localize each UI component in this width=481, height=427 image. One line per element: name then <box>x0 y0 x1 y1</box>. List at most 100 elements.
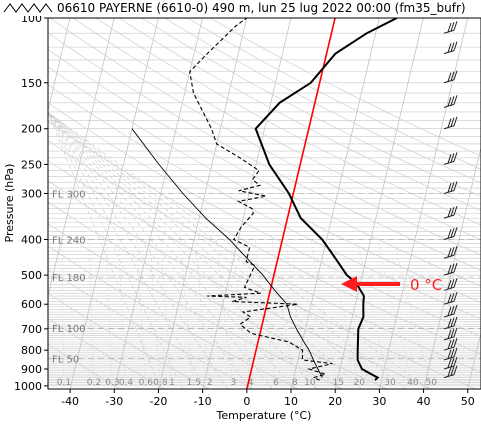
flight-level-label: FL 50 <box>52 355 79 366</box>
wind-barb-feather <box>454 263 457 272</box>
pressure-tick-label: 1000 <box>14 380 42 393</box>
mixing-ratio-label: 3 <box>231 378 237 388</box>
mixing-ratio-label: 0.3 <box>105 378 119 388</box>
wind-barb-feather <box>454 278 457 287</box>
wind-barb-shaft <box>444 161 454 164</box>
wind-barb-feather <box>451 22 454 31</box>
wind-barb-shaft <box>444 30 454 33</box>
mixing-ratio-label: 0.4 <box>119 378 134 388</box>
pressure-tick-label: 900 <box>21 363 42 376</box>
wind-barb-feather <box>451 118 454 127</box>
wind-barb <box>444 71 457 83</box>
mixing-ratio-label: 1.5 <box>187 378 201 388</box>
temperature-tick-label: -20 <box>149 395 167 408</box>
temperature-tick-label: 30 <box>372 395 386 408</box>
wind-barb-feather <box>454 152 457 161</box>
pressure-tick-label: 400 <box>21 233 42 246</box>
wind-barb <box>444 227 457 239</box>
wind-barb <box>444 328 457 340</box>
temperature-tick-label: 50 <box>461 395 475 408</box>
wind-barb-feather <box>451 339 454 348</box>
wind-barb-feather <box>454 21 457 30</box>
wind-barb <box>444 182 457 194</box>
mixing-ratio-label: 1 <box>169 378 175 388</box>
pressure-tick-label: 250 <box>21 158 42 171</box>
wind-barb <box>444 206 457 218</box>
wind-barb <box>444 263 457 275</box>
mixing-ratio-label: 30 <box>384 378 396 388</box>
chart-title: 06610 PAYERNE (6610-0) 490 m, lun 25 lug… <box>57 1 466 15</box>
wind-barb-shaft <box>444 215 454 218</box>
mixing-ratio-label: 0.6 <box>139 378 154 388</box>
wind-barb-feather <box>448 229 451 238</box>
wind-barb-shaft <box>444 337 454 340</box>
flight-level-label: FL 240 <box>52 235 86 246</box>
mixing-ratio-label: 10 <box>304 378 316 388</box>
wind-barb-feather <box>451 96 454 105</box>
wind-barb <box>444 152 457 164</box>
wind-barb-shaft <box>444 51 454 54</box>
wind-barb <box>444 21 457 33</box>
wind-barb-feather <box>454 292 457 301</box>
temperature-tick-label: -40 <box>61 395 79 408</box>
flight-level-label: FL 300 <box>52 190 86 201</box>
wind-barb <box>444 117 457 129</box>
temperature-tick-label: -10 <box>194 395 212 408</box>
temperature-tick-label: 0 <box>243 395 250 408</box>
freezing-annotation: 0 °C <box>341 276 442 294</box>
wind-barb-feather <box>454 182 457 191</box>
wind-barb-shaft <box>444 104 454 107</box>
wind-barb-feather <box>451 279 454 288</box>
pressure-tick-label: 600 <box>21 298 42 311</box>
wind-barb-feather <box>454 42 457 51</box>
temperature-tick-label: -30 <box>105 395 123 408</box>
flight-level-label: FL 180 <box>52 273 86 284</box>
wind-barb-shaft <box>444 347 454 350</box>
wind-barb-feather <box>451 293 454 302</box>
wind-barb-feather <box>448 340 451 349</box>
wind-barb-feather <box>448 23 451 32</box>
y-axis-label: Pressure (hPa) <box>3 164 16 243</box>
pressure-tick-label: 300 <box>21 188 42 201</box>
wind-barb-feather <box>448 248 451 257</box>
mixing-ratio-label: 0.1 <box>57 378 71 388</box>
mixing-ratio-label: 50 <box>425 378 437 388</box>
flight-level-label: FL 100 <box>52 324 86 335</box>
annotation-label: 0 °C <box>410 276 442 294</box>
mixing-ratio-label: 40 <box>407 378 419 388</box>
pressure-tick-label: 800 <box>21 344 42 357</box>
wind-barb-feather <box>454 117 457 126</box>
wind-barb-feather <box>448 73 451 82</box>
wind-barb <box>444 95 457 107</box>
temperature-tick-label: 20 <box>328 395 342 408</box>
mixing-ratio-label: 20 <box>353 378 365 388</box>
wind-barb-shaft <box>444 191 454 194</box>
temperature-tick-label: 10 <box>284 395 298 408</box>
x-axis-label: Temperature (°C) <box>216 409 312 422</box>
wind-barb-feather <box>451 306 454 315</box>
wind-barb <box>444 42 457 54</box>
mixing-ratio-label: 0.8 <box>153 378 168 388</box>
mixing-ratio-label: 6 <box>273 378 279 388</box>
pressure-tick-label: 150 <box>21 77 42 90</box>
wind-barb-shaft <box>444 126 454 129</box>
wind-barb-feather <box>448 43 451 52</box>
title-bar: 06610 PAYERNE (6610-0) 490 m, lun 25 lug… <box>0 0 481 16</box>
mixing-ratio-label: 2 <box>207 378 213 388</box>
pressure-tick-label: 200 <box>21 123 42 136</box>
wind-barb-feather <box>448 119 451 128</box>
mixing-ratio-label: 0.2 <box>87 378 101 388</box>
wind-barb-shaft <box>444 236 454 239</box>
wind-barb-feather <box>451 228 454 237</box>
wind-barb-feather <box>448 154 451 163</box>
axes: 1001502002503004005006007008009001000-40… <box>14 12 475 408</box>
temperature-tick-label: 40 <box>417 395 431 408</box>
wind-barb-feather <box>451 318 454 327</box>
wind-barb-feather <box>448 208 451 217</box>
mixing-ratio-label: 15 <box>332 378 343 388</box>
pressure-tick-label: 500 <box>21 269 42 282</box>
mixing-ratio-label: 8 <box>292 378 298 388</box>
